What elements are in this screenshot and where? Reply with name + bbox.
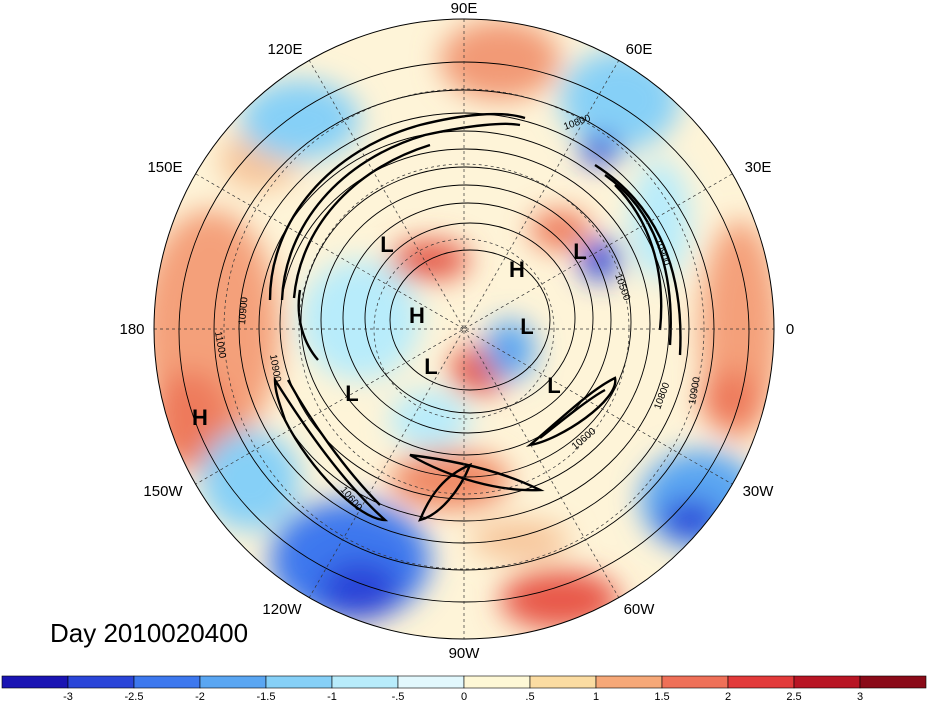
colorbar-swatch xyxy=(595,675,663,689)
lon-label: 120W xyxy=(262,601,302,618)
colorbar-tick-label: 1 xyxy=(593,691,599,702)
colorbar-swatch xyxy=(463,675,531,689)
colorbar-swatch xyxy=(331,675,399,689)
low-center-label: L xyxy=(520,314,533,339)
colorbar-swatch xyxy=(727,675,795,689)
colorbar-tick-label: -3 xyxy=(63,691,73,702)
lon-label: 0 xyxy=(786,321,794,338)
low-center-label: L xyxy=(573,239,586,264)
colorbar-swatch xyxy=(133,675,201,689)
lon-label: 90E xyxy=(451,0,478,17)
contour-label: 10900 xyxy=(237,296,250,325)
longitude-labels: 90E 60E 30E 0 30W 60W 90W 120W 150W 180 … xyxy=(119,0,794,662)
contour-label: 11000 xyxy=(212,331,228,360)
high-center-label: H xyxy=(409,303,425,328)
lon-label: 150W xyxy=(143,483,183,500)
low-center-label: L xyxy=(424,354,437,379)
high-center-label: H xyxy=(509,257,525,282)
colorbar-swatch xyxy=(397,675,465,689)
lon-label: 120E xyxy=(267,41,302,58)
lon-label: 60E xyxy=(626,41,653,58)
colorbar-tick-label: .5 xyxy=(525,691,534,702)
pressure-centers: L H L H L L L L H xyxy=(192,232,587,430)
colorbar-tick-label: 3 xyxy=(857,691,863,702)
colorbar-swatch xyxy=(529,675,597,689)
colorbar-tick-label: -1 xyxy=(327,691,337,702)
lon-label: 60W xyxy=(624,601,656,618)
lon-label: 150E xyxy=(147,159,182,176)
colorbar-swatch xyxy=(661,675,729,689)
contour-label: 10900 xyxy=(687,376,703,406)
jet-streams xyxy=(268,112,682,522)
lon-label: 90W xyxy=(449,645,481,662)
map-boundary xyxy=(153,18,775,640)
colorbar-swatch xyxy=(859,675,927,689)
colorbar-tick-label: 1.5 xyxy=(654,691,669,702)
high-center-label: H xyxy=(192,405,208,430)
low-center-label: L xyxy=(547,373,560,398)
lon-label: 30E xyxy=(745,159,772,176)
contour-label: 10900 xyxy=(267,354,283,384)
anomaly-field xyxy=(154,19,774,639)
lon-label: 30W xyxy=(743,483,775,500)
low-center-label: L xyxy=(380,232,393,257)
colorbar-swatch xyxy=(1,675,69,689)
graticule xyxy=(154,19,774,639)
colorbar-swatch xyxy=(199,675,267,689)
colorbar-tick-label: -.5 xyxy=(392,691,405,702)
colorbar-swatch xyxy=(793,675,861,689)
lon-label: 180 xyxy=(119,321,144,338)
colorbar-tick-label: -2 xyxy=(195,691,205,702)
colorbar-swatch xyxy=(265,675,333,689)
colorbar-tick-label: 0 xyxy=(461,691,467,702)
colorbar-swatch xyxy=(67,675,135,689)
colorbar: -3 -2.5 -2 -1.5 -1 -.5 0 .5 1 1.5 2 2.5 3 xyxy=(1,675,927,702)
plot-title: Day 2010020400 xyxy=(50,618,249,648)
colorbar-tick-label: 2 xyxy=(725,691,731,702)
low-center-label: L xyxy=(345,381,358,406)
colorbar-tick-label: -2.5 xyxy=(125,691,144,702)
colorbar-tick-label: 2.5 xyxy=(786,691,801,702)
colorbar-tick-label: -1.5 xyxy=(257,691,276,702)
